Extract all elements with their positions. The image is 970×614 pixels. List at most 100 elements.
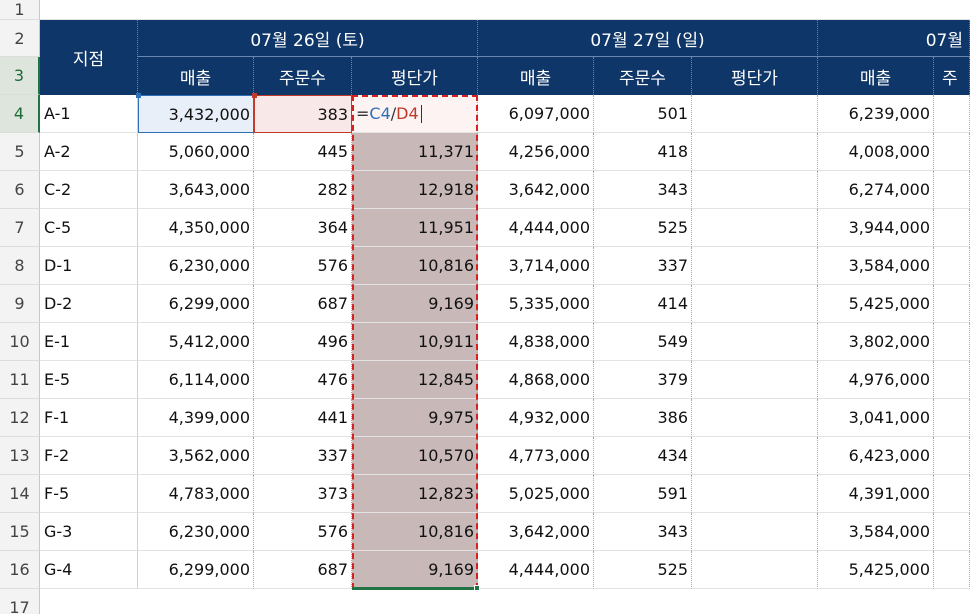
data-cell[interactable]: 6,230,000 <box>138 247 254 285</box>
data-cell[interactable]: 6,299,000 <box>138 285 254 323</box>
data-cell[interactable]: 496 <box>254 323 352 361</box>
data-cell[interactable]: 3,584,000 <box>818 247 934 285</box>
branch-cell[interactable]: D-2 <box>40 285 138 323</box>
data-cell[interactable]: 441 <box>254 399 352 437</box>
data-cell[interactable]: 3,584,000 <box>818 513 934 551</box>
branch-header[interactable]: 지점 <box>40 20 138 95</box>
data-cell[interactable]: 4,783,000 <box>138 475 254 513</box>
row-17-empty[interactable] <box>40 589 970 614</box>
data-cell[interactable] <box>934 209 970 247</box>
data-cell[interactable] <box>692 437 818 475</box>
row-header[interactable]: 17 <box>0 589 40 614</box>
data-cell[interactable]: 4,391,000 <box>818 475 934 513</box>
branch-cell[interactable]: D-1 <box>40 247 138 285</box>
row-header[interactable]: 12 <box>0 399 40 437</box>
row-header[interactable]: 14 <box>0 475 40 513</box>
row-1-empty[interactable] <box>40 0 970 20</box>
data-cell[interactable]: 5,025,000 <box>478 475 594 513</box>
data-cell[interactable]: 5,425,000 <box>818 551 934 589</box>
data-cell[interactable] <box>934 285 970 323</box>
sub-header[interactable]: 평단가 <box>352 57 478 95</box>
row-header[interactable]: 5 <box>0 133 40 171</box>
data-cell[interactable]: 379 <box>594 361 692 399</box>
data-cell[interactable]: 4,444,000 <box>478 209 594 247</box>
data-cell[interactable] <box>934 475 970 513</box>
branch-cell[interactable]: G-3 <box>40 513 138 551</box>
avg-price-cell[interactable]: 10,570 <box>352 437 478 475</box>
data-cell[interactable] <box>934 437 970 475</box>
data-cell[interactable]: 3,562,000 <box>138 437 254 475</box>
data-cell[interactable]: 6,239,000 <box>818 95 934 133</box>
sub-header[interactable]: 주문수 <box>254 57 352 95</box>
data-cell[interactable]: 4,976,000 <box>818 361 934 399</box>
data-cell[interactable]: 343 <box>594 171 692 209</box>
sub-header[interactable]: 매출 <box>818 57 934 95</box>
sub-header[interactable]: 매출 <box>478 57 594 95</box>
row-header[interactable]: 11 <box>0 361 40 399</box>
row-header[interactable]: 7 <box>0 209 40 247</box>
data-cell[interactable]: 525 <box>594 209 692 247</box>
data-cell[interactable]: 6,299,000 <box>138 551 254 589</box>
data-cell[interactable]: 6,423,000 <box>818 437 934 475</box>
branch-cell[interactable]: G-4 <box>40 551 138 589</box>
data-cell[interactable] <box>934 399 970 437</box>
data-cell[interactable] <box>934 247 970 285</box>
row-header[interactable]: 15 <box>0 513 40 551</box>
data-cell[interactable] <box>692 551 818 589</box>
data-cell[interactable]: 343 <box>594 513 692 551</box>
data-cell[interactable]: 6,274,000 <box>818 171 934 209</box>
avg-price-cell[interactable]: = C4/D4 <box>352 95 478 133</box>
data-cell[interactable]: 4,868,000 <box>478 361 594 399</box>
data-cell[interactable] <box>934 551 970 589</box>
data-cell[interactable] <box>692 209 818 247</box>
row-header[interactable]: 3 <box>0 57 40 95</box>
data-cell[interactable]: 591 <box>594 475 692 513</box>
row-header[interactable]: 4 <box>0 95 40 133</box>
avg-price-cell[interactable]: 11,371 <box>352 133 478 171</box>
avg-price-cell[interactable]: 9,169 <box>352 551 478 589</box>
data-cell[interactable]: 373 <box>254 475 352 513</box>
data-cell[interactable] <box>934 133 970 171</box>
avg-price-cell[interactable]: 9,975 <box>352 399 478 437</box>
data-cell[interactable] <box>692 133 818 171</box>
data-cell[interactable]: 576 <box>254 247 352 285</box>
row-header[interactable]: 16 <box>0 551 40 589</box>
data-cell[interactable]: 549 <box>594 323 692 361</box>
fill-handle[interactable] <box>474 585 480 591</box>
data-cell[interactable]: 3,642,000 <box>478 513 594 551</box>
date-group-header[interactable]: 07월 27일 (일) <box>478 20 818 57</box>
data-cell[interactable] <box>692 513 818 551</box>
data-cell[interactable]: 4,773,000 <box>478 437 594 475</box>
avg-price-cell[interactable]: 10,816 <box>352 247 478 285</box>
data-cell[interactable]: 5,425,000 <box>818 285 934 323</box>
avg-price-cell[interactable]: 10,911 <box>352 323 478 361</box>
branch-cell[interactable]: C-2 <box>40 171 138 209</box>
data-cell[interactable]: 418 <box>594 133 692 171</box>
data-cell[interactable]: 5,412,000 <box>138 323 254 361</box>
data-cell[interactable]: 3,802,000 <box>818 323 934 361</box>
avg-price-cell[interactable]: 10,816 <box>352 513 478 551</box>
row-header[interactable]: 8 <box>0 247 40 285</box>
branch-cell[interactable]: A-2 <box>40 133 138 171</box>
data-cell[interactable]: 476 <box>254 361 352 399</box>
date-group-header[interactable]: 07월 26일 (토) <box>138 20 478 57</box>
data-cell[interactable]: 6,097,000 <box>478 95 594 133</box>
data-cell[interactable] <box>934 323 970 361</box>
data-cell[interactable]: 687 <box>254 285 352 323</box>
branch-cell[interactable]: E-5 <box>40 361 138 399</box>
data-cell[interactable]: 4,932,000 <box>478 399 594 437</box>
data-cell[interactable]: 3,714,000 <box>478 247 594 285</box>
data-cell[interactable]: 3,642,000 <box>478 171 594 209</box>
row-header[interactable]: 6 <box>0 171 40 209</box>
data-cell[interactable]: 4,399,000 <box>138 399 254 437</box>
branch-cell[interactable]: C-5 <box>40 209 138 247</box>
data-cell[interactable]: 386 <box>594 399 692 437</box>
data-cell[interactable] <box>692 95 818 133</box>
data-cell[interactable]: 414 <box>594 285 692 323</box>
data-cell[interactable] <box>692 247 818 285</box>
data-cell[interactable]: 3,041,000 <box>818 399 934 437</box>
sub-header[interactable]: 평단가 <box>692 57 818 95</box>
row-header[interactable]: 9 <box>0 285 40 323</box>
avg-price-cell[interactable]: 11,951 <box>352 209 478 247</box>
